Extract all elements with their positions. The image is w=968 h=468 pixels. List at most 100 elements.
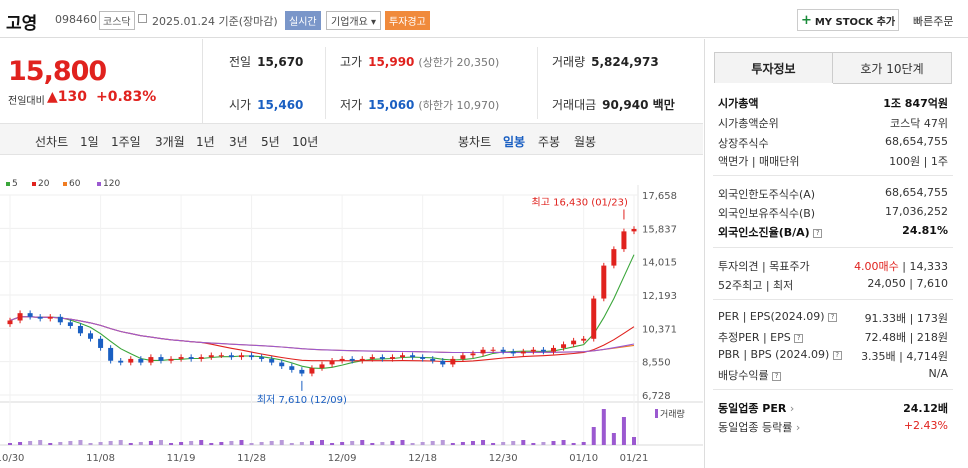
volume-bar [591,427,596,445]
candle-body [228,355,234,358]
candle-body [540,349,546,352]
candle-body [470,353,476,356]
help-icon[interactable]: ? [832,350,842,360]
tab-weekly[interactable]: 주봉 [538,135,561,149]
divider [713,175,953,176]
candle-body [128,358,134,363]
volume-bar [561,440,566,445]
info-foreign-limit: 외국인한도주식수(A) 68,654,755 [718,186,948,201]
candle-body [178,357,184,359]
candle-body [601,265,607,299]
base-date: 2025.01.24 기준(장마감) [152,15,278,28]
calendar-icon [138,14,147,23]
volume-bar [611,433,616,445]
stock-name: 고영 [6,14,38,34]
info-opinion: 투자의견 | 목표주가 4.00매수 | 14,333 [718,260,948,273]
realtime-button[interactable]: 실시간 [285,11,321,30]
change-label: 전일대비 [8,96,45,107]
x-tick-label: 12/18 [408,453,437,464]
mystock-add-button[interactable]: + MY STOCK 추가 [797,9,899,31]
volume-bar [380,442,385,445]
ma-line-5 [9,254,635,369]
volume-bar [28,441,33,445]
tab-1y[interactable]: 1년 [196,135,215,149]
tab-underline [714,83,833,84]
candle-body [279,362,285,367]
candle-body [148,357,154,363]
x-tick-label: 10/30 [0,453,24,464]
ma-line-120 [9,316,635,354]
info-shares: 상장주식수 68,654,755 [718,135,948,150]
info-industry-per[interactable]: 동일업종 PER › 24.12배 [718,402,948,415]
legend-ma20: 20 [32,179,49,189]
info-per: PER | EPS(2024.09) ? 91.33배 | 173원 [718,310,948,325]
candle-body [37,316,43,319]
y-tick-label: 14,015 [642,258,677,269]
candle-body [581,338,587,341]
candlestick-chart[interactable]: 17,658 15,837 14,015 12,193 10,371 8,550 6,728… [0,155,703,468]
volume-bar [229,441,234,445]
company-overview-dropdown[interactable]: 기업개요 ▾ [326,11,381,30]
volume-bar [521,440,526,445]
tab-10y[interactable]: 10년 [292,135,319,149]
volume-bar [219,442,224,445]
tab-daily[interactable]: 일봉 [503,135,526,149]
tab-3m[interactable]: 3개월 [155,135,185,149]
tab-1w[interactable]: 1주일 [111,135,141,149]
volume-bar [581,442,586,445]
x-tick-label: 11/19 [167,453,196,464]
tab-candle-chart[interactable]: 봉차트 [458,135,492,149]
candle-body [108,347,114,361]
candle-body [591,298,597,339]
volume-bar [8,443,12,445]
low-annotation: 최저 7,610 (12/09) [257,394,347,406]
info-rank: 시가총액순위 코스닥 47위 [718,117,948,130]
candle-body [27,313,33,317]
tab-3y[interactable]: 3년 [229,135,248,149]
tab-1d[interactable]: 1일 [80,135,99,149]
x-tick-label: 12/30 [489,453,518,464]
help-icon[interactable]: ? [813,228,823,238]
candle-body [218,355,224,357]
candle-body [561,344,567,348]
info-industry-rate[interactable]: 동일업종 등락률 › +2.43% [718,419,948,434]
candle-body [7,320,13,325]
tab-monthly[interactable]: 월봉 [574,135,597,149]
tab-invest-info[interactable]: 투자정보 [714,52,833,84]
candle-body [510,351,516,354]
candle-body [269,358,275,363]
help-icon[interactable]: ? [828,312,838,322]
tab-hoga[interactable]: 호가 10단계 [832,52,952,84]
legend-ma60: 60 [63,179,80,189]
candle-body [440,360,446,365]
quick-order-button[interactable]: 빠른주문 [913,15,954,28]
divider [713,389,953,390]
volume-bar [330,443,335,445]
candle-body [198,357,204,359]
market-badge: 코스닥 [99,11,135,30]
change-value: ▲130 [47,89,87,105]
volume-bar [259,442,264,445]
help-icon[interactable]: ? [794,333,804,343]
x-tick-label: 11/08 [86,453,115,464]
help-icon[interactable]: ? [772,371,782,381]
volume-bar [239,440,244,445]
price-box: 15,800 전일대비 ▲130 +0.83% [0,39,203,123]
candle-body [138,358,144,363]
y-tick-label: 8,550 [642,358,671,369]
candle-body [631,228,637,232]
volume-bar [440,440,445,445]
y-tick-label: 15,837 [642,224,677,235]
candle-body [168,358,174,361]
volume-bar [601,409,606,445]
volume-bar [289,443,294,445]
volume-bar [108,441,113,445]
x-tick-label: 11/28 [237,453,266,464]
divider [325,47,326,119]
tab-line-chart[interactable]: 선차트 [35,135,69,149]
period-tabs: 선차트 1일 1주일 3개월 1년 3년 5년 10년 봉차트 일봉 주봉 월봉 [0,123,703,155]
warning-badge: 투자경고 [385,11,430,30]
candle-body [571,340,577,345]
candle-body [349,358,355,361]
tab-5y[interactable]: 5년 [261,135,280,149]
